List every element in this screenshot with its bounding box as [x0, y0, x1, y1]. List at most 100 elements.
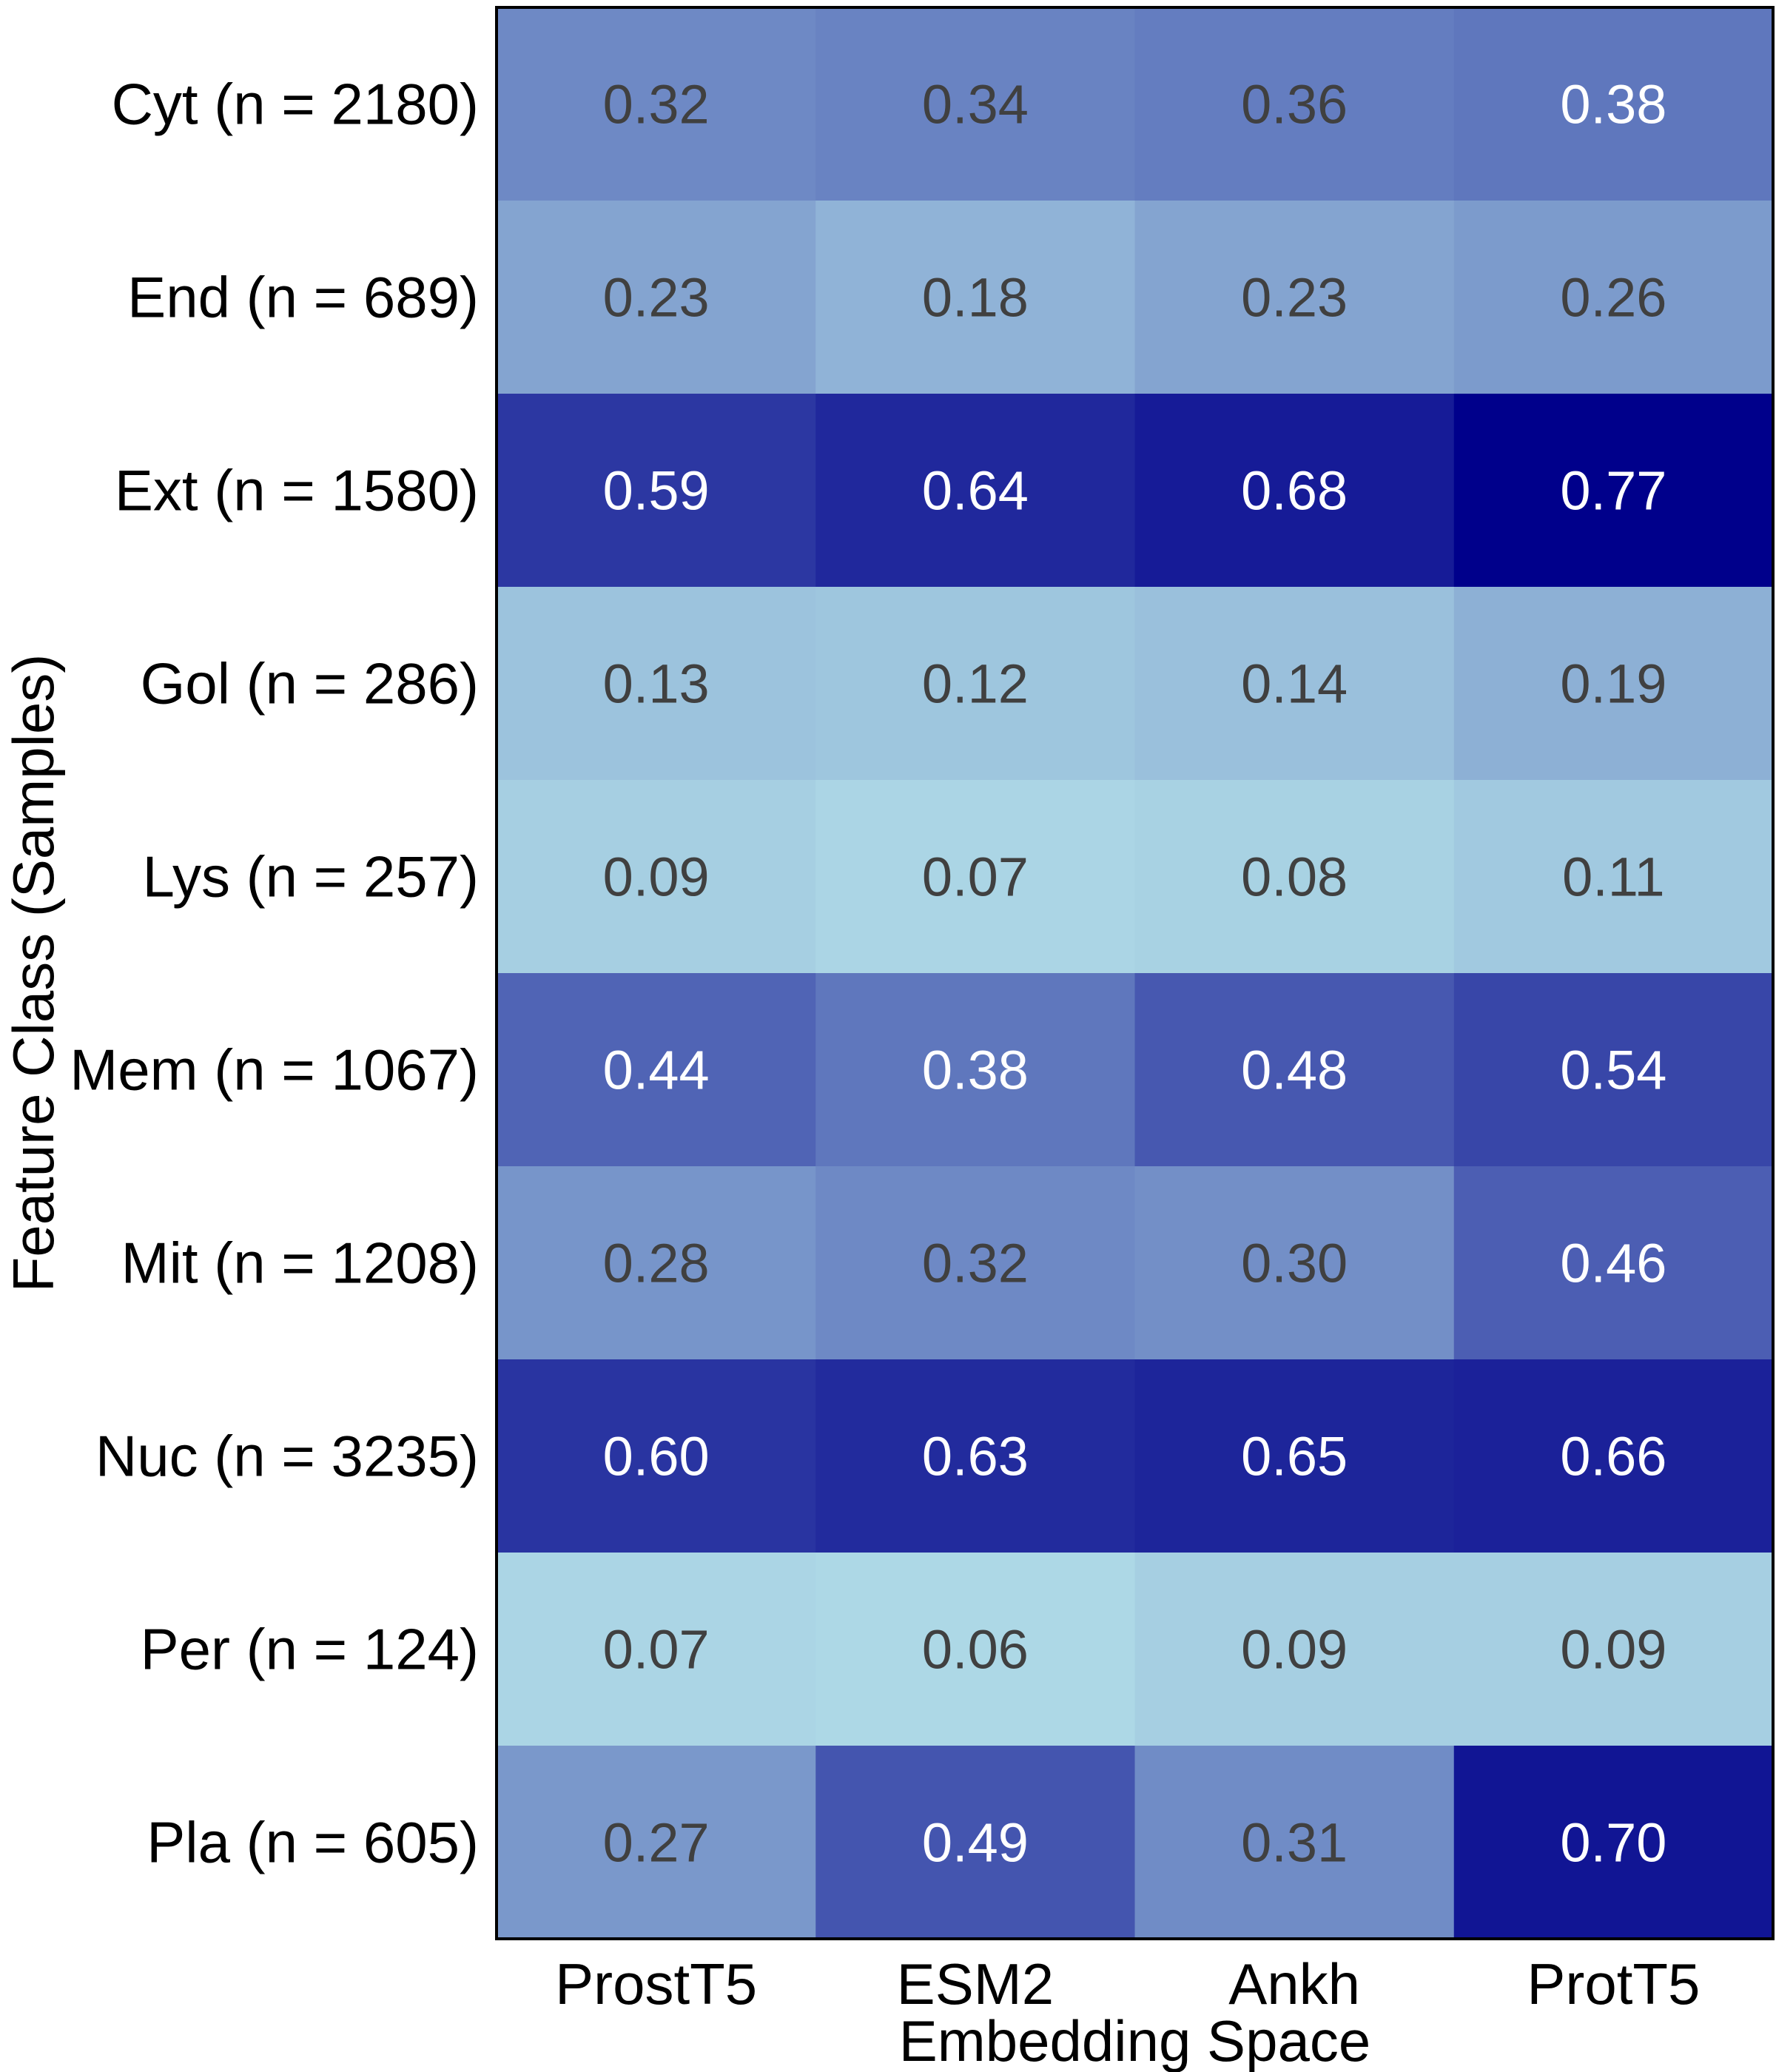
y-tick-label: Mit (n = 1208) [121, 1231, 479, 1296]
cell-value-label: 0.64 [922, 460, 1029, 522]
heatmap-cell [815, 780, 1136, 974]
heatmap-cell [1134, 201, 1455, 394]
heatmap-cell [815, 201, 1136, 394]
cell-value-label: 0.28 [603, 1233, 710, 1294]
cell-value-label: 0.12 [922, 653, 1029, 715]
cell-value-label: 0.46 [1560, 1233, 1666, 1294]
cell-value-label: 0.18 [922, 267, 1029, 329]
y-tick-label: Lys (n = 257) [142, 844, 479, 909]
heatmap-cell [1134, 7, 1455, 201]
y-tick-label: End (n = 689) [127, 265, 479, 330]
heatmap-cell [1453, 394, 1774, 588]
cell-value-label: 0.48 [1241, 1040, 1348, 1101]
heatmap-cell [1453, 1166, 1774, 1360]
cell-value-label: 0.30 [1241, 1233, 1348, 1294]
heatmap-cell [497, 1553, 816, 1746]
heatmap-cell [1134, 1359, 1455, 1553]
x-tick-label: ProstT5 [555, 1951, 757, 2016]
cell-value-label: 0.36 [1241, 74, 1348, 135]
cell-value-label: 0.13 [603, 653, 710, 715]
heatmap-cell [815, 1746, 1136, 1940]
cell-value-label: 0.31 [1241, 1812, 1348, 1874]
heatmap-cell [1453, 201, 1774, 394]
cell-value-label: 0.65 [1241, 1426, 1348, 1487]
y-axis-tick-labels: Cyt (n = 2180) End (n = 689) Ext (n = 1580… [70, 72, 479, 1875]
cell-value-label: 0.54 [1560, 1040, 1666, 1101]
y-tick-label: Gol (n = 286) [141, 651, 479, 716]
heatmap-cell [497, 780, 816, 974]
x-tick-label: Ankh [1228, 1951, 1360, 2016]
x-axis-title: Embedding Space [899, 2008, 1370, 2072]
heatmap-cell [1453, 587, 1774, 781]
heatmap-cell [815, 1359, 1136, 1553]
heatmap-cell [1134, 1746, 1455, 1940]
heatmap-cell [1453, 1359, 1774, 1553]
heatmap-cell [815, 394, 1136, 588]
heatmap-cell [497, 1746, 816, 1940]
cell-value-label: 0.32 [922, 1233, 1029, 1294]
cell-value-label: 0.63 [922, 1426, 1029, 1487]
cell-value-label: 0.49 [922, 1812, 1029, 1874]
heatmap-cell [497, 587, 816, 781]
heatmap-cell [497, 973, 816, 1167]
cell-value-label: 0.38 [1560, 74, 1666, 135]
cell-value-label: 0.34 [922, 74, 1029, 135]
cell-value-label: 0.70 [1560, 1812, 1666, 1874]
x-tick-label: ProtT5 [1527, 1951, 1700, 2016]
heatmap-cell [497, 1166, 816, 1360]
cell-value-label: 0.09 [603, 847, 710, 908]
cell-value-label: 0.23 [1241, 267, 1348, 329]
y-tick-label: Cyt (n = 2180) [112, 72, 479, 137]
heatmap-cell [1134, 394, 1455, 588]
heatmap-cell [815, 7, 1136, 201]
heatmap-cell [1453, 7, 1774, 201]
heatmap-value-labels: 0.32 0.34 0.36 0.38 0.23 0.18 0.23 0.26 0.59 0.64… [603, 74, 1667, 1874]
cell-value-label: 0.07 [603, 1619, 710, 1681]
plot-frame [495, 6, 1775, 1940]
y-tick-label: Ext (n = 1580) [115, 458, 479, 523]
heatmap-cell [815, 1553, 1136, 1746]
cell-value-label: 0.08 [1241, 847, 1348, 908]
cell-value-label: 0.09 [1241, 1619, 1348, 1681]
cell-value-label: 0.60 [603, 1426, 710, 1487]
y-tick-label: Nuc (n = 3235) [95, 1424, 479, 1489]
x-tick-label: ESM2 [897, 1951, 1054, 2016]
cell-value-label: 0.32 [603, 74, 710, 135]
heatmap-cell [815, 1166, 1136, 1360]
cell-value-label: 0.06 [922, 1619, 1029, 1681]
heatmap-cell [497, 1359, 816, 1553]
cell-value-label: 0.11 [1562, 847, 1665, 908]
y-tick-label: Pla (n = 605) [147, 1810, 479, 1875]
heatmap-cell [1453, 1746, 1774, 1940]
cell-value-label: 0.26 [1560, 267, 1666, 329]
cell-value-label: 0.09 [1560, 1619, 1666, 1681]
cell-value-label: 0.07 [922, 847, 1029, 908]
heatmap-cell [1134, 1166, 1455, 1360]
y-axis-title: Feature Class (Samples) [1, 654, 66, 1293]
heatmap-cell [497, 7, 816, 201]
cell-value-label: 0.68 [1241, 460, 1348, 522]
heatmap-cell [1134, 780, 1455, 974]
y-tick-label: Mem (n = 1067) [70, 1037, 479, 1103]
cell-value-label: 0.77 [1560, 460, 1666, 522]
cell-value-label: 0.19 [1560, 653, 1666, 715]
heatmap-cell [1134, 1553, 1455, 1746]
heatmap-cell [1453, 780, 1774, 974]
heatmap-cell [1453, 1553, 1774, 1746]
heatmap-cell [1134, 973, 1455, 1167]
cell-value-label: 0.27 [603, 1812, 710, 1874]
heatmap-cell [1453, 973, 1774, 1167]
heatmap-cell [497, 394, 816, 588]
heatmap-cell [1134, 587, 1455, 781]
y-tick-label: Per (n = 124) [141, 1617, 479, 1682]
heatmap-cell [815, 587, 1136, 781]
heatmap-cells [497, 7, 1774, 1940]
cell-value-label: 0.23 [603, 267, 710, 329]
cell-value-label: 0.44 [603, 1040, 710, 1101]
x-axis-tick-labels: ProstT5 ESM2 Ankh ProtT5 [555, 1951, 1700, 2016]
heatmap-cell [815, 973, 1136, 1167]
heatmap-cell [497, 201, 816, 394]
cell-value-label: 0.66 [1560, 1426, 1666, 1487]
cell-value-label: 0.38 [922, 1040, 1029, 1101]
